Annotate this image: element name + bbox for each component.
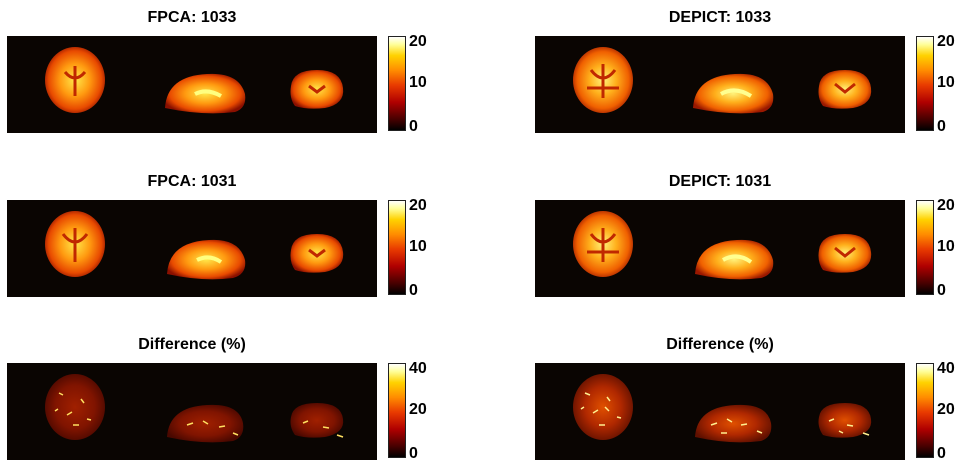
brain-slices [573, 47, 872, 114]
sagittal-ventricle [196, 255, 223, 264]
sagittal-speckle [710, 418, 763, 434]
colorbar-tick-high: 20 [409, 197, 427, 214]
coronal-slice [818, 234, 872, 273]
colorbar-tick-high: 20 [409, 33, 427, 50]
panel-fpca-1033: FPCA: 1033 20 10 0 [7, 9, 437, 139]
sagittal-slice [165, 73, 246, 114]
sagittal-ventricle [194, 89, 222, 98]
colorbar [388, 36, 406, 131]
brain-scan-image [535, 200, 905, 297]
coronal-speckle [302, 420, 344, 438]
axial-slice [45, 374, 105, 440]
colorbar-tick-mid: 10 [409, 74, 427, 91]
coronal-ventricles [834, 246, 856, 258]
colorbar-tick-high: 20 [937, 33, 955, 50]
panel-title: DEPICT: 1033 [668, 9, 772, 26]
colorbar-tick-low: 0 [409, 118, 418, 135]
sagittal-slice [693, 73, 774, 114]
sagittal-slice [167, 239, 246, 280]
coronal-slice [818, 70, 872, 109]
panel-title: FPCA: 1031 [147, 173, 237, 190]
coronal-slice [818, 403, 872, 438]
sagittal-slice [167, 404, 244, 443]
axial-slice [573, 374, 633, 440]
axial-speckle [54, 392, 92, 426]
panel-title: FPCA: 1033 [147, 9, 237, 26]
brain-slices [573, 211, 872, 280]
sagittal-ventricle [720, 88, 753, 98]
brain-scan-image [535, 36, 905, 133]
brain-scan-image [7, 363, 377, 460]
colorbar [916, 363, 934, 458]
axial-speckle [580, 392, 622, 426]
axial-ventricles [61, 228, 89, 262]
panel-difference-depict: Difference (%) 40 20 0 [535, 336, 965, 466]
brain-scan-image [7, 36, 377, 133]
colorbar-tick-mid: 10 [937, 238, 955, 255]
colorbar [916, 36, 934, 131]
colorbar-tick-high: 40 [937, 360, 955, 377]
brain-scan-image [535, 363, 905, 460]
brain-slices [45, 211, 344, 280]
brain-slices [45, 47, 344, 114]
panel-title: Difference (%) [666, 336, 774, 353]
axial-ventricles [587, 64, 619, 98]
brain-slices [45, 374, 344, 443]
coronal-slice [290, 70, 344, 109]
colorbar-tick-mid: 20 [409, 401, 427, 418]
panel-title: Difference (%) [138, 336, 246, 353]
colorbar-tick-high: 20 [937, 197, 955, 214]
colorbar-tick-mid: 10 [937, 74, 955, 91]
sagittal-ventricle [722, 254, 753, 264]
brain-slices [573, 374, 872, 443]
colorbar-tick-high: 40 [409, 360, 427, 377]
colorbar-tick-low: 0 [937, 445, 946, 462]
coronal-slice [290, 403, 344, 438]
axial-ventricles [587, 228, 619, 262]
sagittal-slice [695, 404, 772, 443]
colorbar-tick-low: 0 [937, 118, 946, 135]
colorbar-tick-low: 0 [937, 282, 946, 299]
colorbar-tick-mid: 20 [937, 401, 955, 418]
colorbar [388, 200, 406, 295]
sagittal-slice [695, 239, 774, 280]
panel-difference-fpca: Difference (%) 40 20 0 [7, 336, 437, 466]
panel-depict-1031: DEPICT: 1031 20 10 0 [535, 173, 965, 303]
colorbar [388, 363, 406, 458]
sagittal-speckle [186, 420, 239, 436]
colorbar-tick-low: 0 [409, 282, 418, 299]
brain-scan-image [7, 200, 377, 297]
axial-ventricles [63, 66, 87, 96]
coronal-ventricles [308, 84, 326, 94]
colorbar-tick-low: 0 [409, 445, 418, 462]
coronal-ventricles [308, 248, 326, 258]
coronal-slice [290, 234, 344, 273]
colorbar-tick-mid: 10 [409, 238, 427, 255]
coronal-ventricles [834, 82, 856, 94]
panel-fpca-1031: FPCA: 1031 20 10 0 [7, 173, 437, 303]
panel-title: DEPICT: 1031 [668, 173, 772, 190]
colorbar [916, 200, 934, 295]
coronal-speckle [828, 418, 870, 436]
panel-depict-1033: DEPICT: 1033 20 10 0 [535, 9, 965, 139]
